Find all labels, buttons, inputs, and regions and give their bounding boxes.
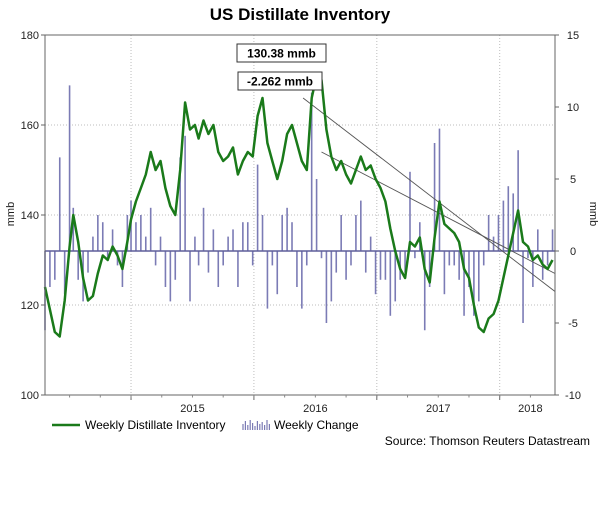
source-note: Source: Thomson Reuters Datastream	[385, 434, 590, 448]
x-tick-label: 2016	[303, 403, 327, 415]
annotation-change-box	[237, 71, 323, 91]
x-axis: 2015 2016 2017 2018	[69, 395, 543, 415]
annotation-change-text: -2.262 mmb	[247, 75, 313, 89]
right-tick-label: 10	[567, 102, 579, 114]
y-axis-label-right: mmb	[587, 202, 599, 226]
annotation-inventory-box	[236, 43, 327, 63]
left-tick-label: 180	[21, 30, 39, 42]
right-tick-label: 0	[570, 246, 576, 258]
bars-group	[44, 85, 554, 331]
inventory-line	[43, 74, 554, 338]
legend-change-swatch	[242, 420, 270, 430]
left-tick-label: 100	[21, 390, 39, 402]
right-tick-label: 5	[570, 174, 576, 186]
chart-title: US Distillate Inventory	[210, 5, 391, 24]
legend-inventory-label: Weekly Distillate Inventory	[85, 418, 226, 432]
annotation-inventory-text: 130.38 mmb	[247, 47, 316, 61]
legend-change-label: Weekly Change	[274, 418, 359, 432]
annotation-inventory: 130.38 mmb	[236, 43, 327, 63]
trendline	[302, 97, 556, 292]
left-axis: 100 120 140 160 180	[21, 30, 45, 402]
right-tick-label: 15	[567, 30, 579, 42]
left-tick-label: 160	[21, 120, 39, 132]
y-axis-label-left: mmb	[5, 202, 17, 226]
x-tick-label: 2017	[426, 403, 450, 415]
right-tick-label: -5	[568, 318, 578, 330]
right-axis: -10 -5 0 5 10 15	[555, 30, 581, 402]
x-tick-label: 2015	[180, 403, 204, 415]
right-tick-label: -10	[565, 390, 581, 402]
annotation-change: -2.262 mmb	[237, 71, 323, 91]
left-tick-label: 140	[21, 210, 39, 222]
left-tick-label: 120	[21, 300, 39, 312]
legend: Weekly Distillate Inventory Weekly Chang…	[52, 418, 359, 432]
x-tick-label: 2018	[518, 403, 542, 415]
